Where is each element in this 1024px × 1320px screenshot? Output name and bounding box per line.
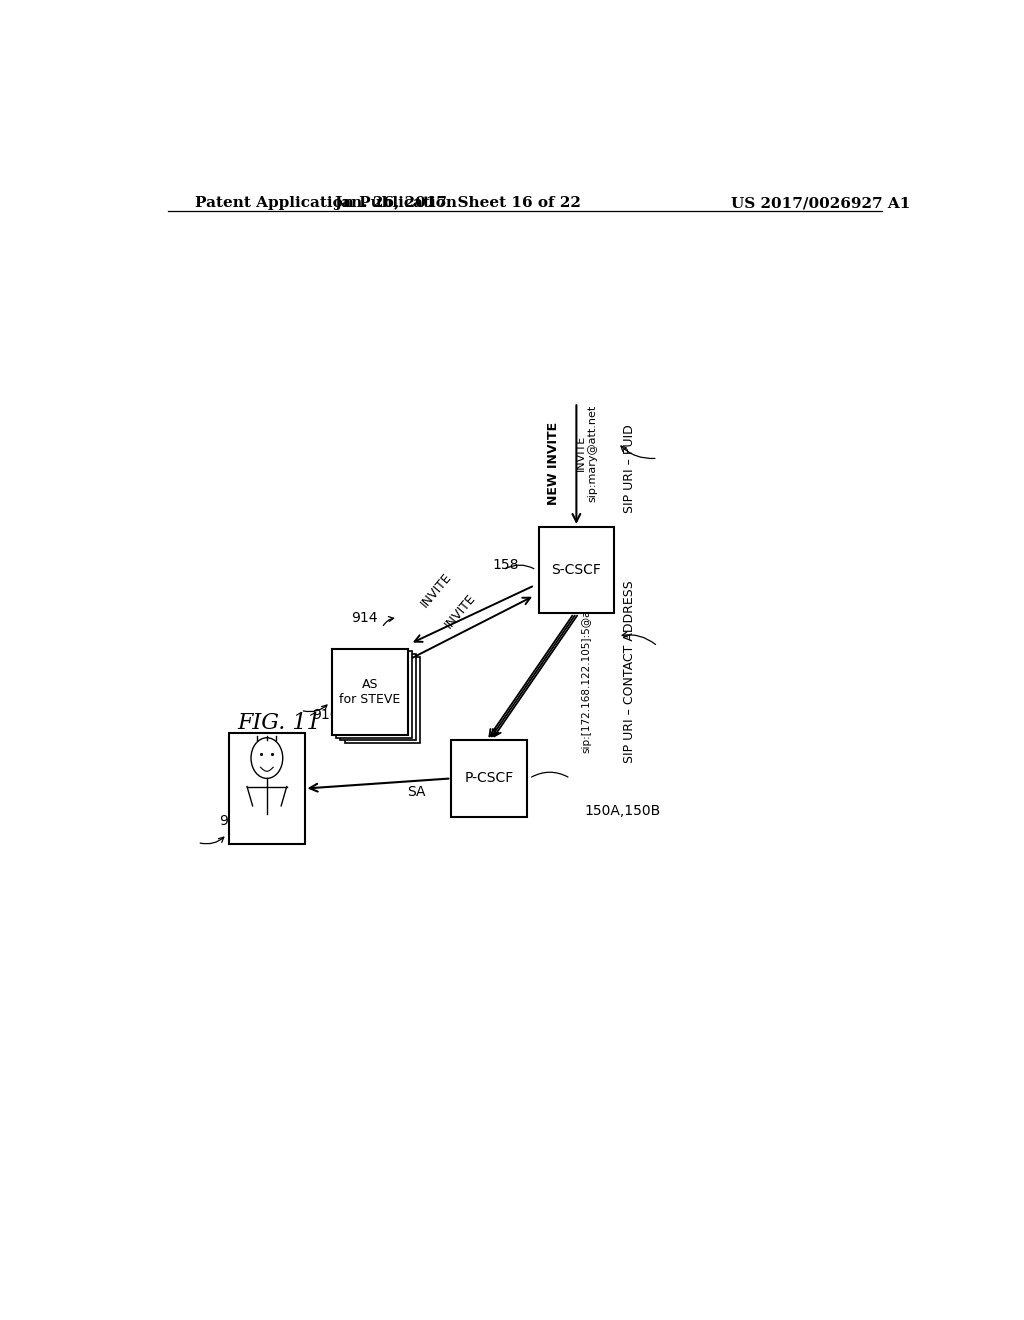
Text: 914: 914 <box>351 611 378 624</box>
Bar <box>340 653 416 741</box>
Text: AS
for STEVE: AS for STEVE <box>339 678 400 706</box>
Text: 916: 916 <box>311 709 338 722</box>
Text: US 2017/0026927 A1: US 2017/0026927 A1 <box>731 195 910 210</box>
Text: INVITE: INVITE <box>418 570 454 610</box>
Bar <box>333 649 408 735</box>
Text: Patent Application Publication: Patent Application Publication <box>196 195 458 210</box>
Bar <box>539 527 614 614</box>
Text: S-CSCF: S-CSCF <box>552 564 601 577</box>
Text: SIP URI – PUID: SIP URI – PUID <box>623 424 636 512</box>
Text: 911: 911 <box>219 814 246 828</box>
Bar <box>452 741 526 817</box>
Text: FIG. 11: FIG. 11 <box>237 711 321 734</box>
Text: SA: SA <box>407 784 425 799</box>
Text: 158: 158 <box>492 558 518 572</box>
Text: INVITE: INVITE <box>441 591 478 631</box>
Text: INVITE
sip:mary@att.net: INVITE sip:mary@att.net <box>575 404 597 502</box>
Bar <box>336 651 412 738</box>
Text: SIP URI – CONTACT ADDRESS: SIP URI – CONTACT ADDRESS <box>623 581 636 763</box>
Text: NEW INVITE: NEW INVITE <box>547 422 560 504</box>
Text: P-CSCF: P-CSCF <box>465 771 514 785</box>
Bar <box>345 657 421 743</box>
Text: 150A,150B: 150A,150B <box>585 804 660 818</box>
Text: Jan. 26, 2017  Sheet 16 of 22: Jan. 26, 2017 Sheet 16 of 22 <box>334 195 581 210</box>
Text: sip:[172.168.122.105]:5@att.net: sip:[172.168.122.105]:5@att.net <box>582 581 592 752</box>
Bar <box>229 733 304 845</box>
